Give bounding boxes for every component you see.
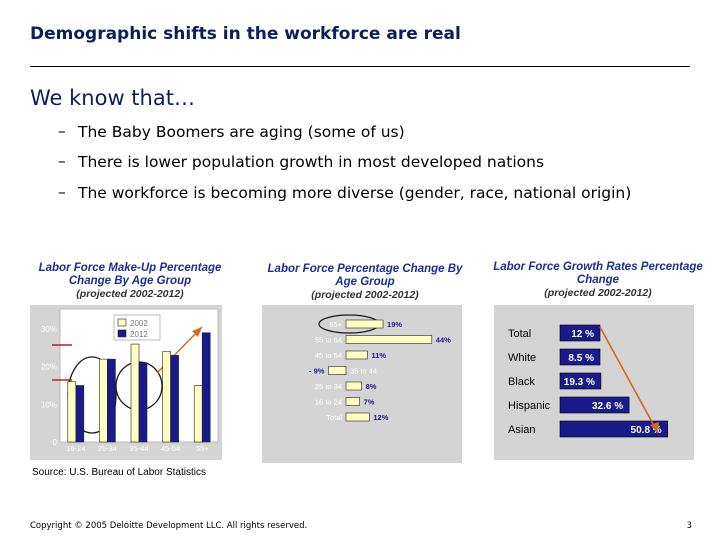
chart1-bar-2012	[138, 362, 148, 443]
chart1-bar-2012	[107, 358, 116, 443]
chart3-title-block: Labor Force Growth Rates Percentage Chan…	[492, 261, 704, 300]
bullet-dash: –	[58, 122, 66, 140]
chart2-title-block: Labor Force Percentage Change By Age Gro…	[260, 263, 470, 302]
bullet-text: The Baby Boomers are aging (some of us)	[78, 123, 405, 141]
chart3-value-label: 32.6 %	[592, 401, 623, 412]
chart3-value-label: 19.3 %	[564, 377, 595, 388]
chart2-bar	[345, 397, 360, 406]
chart1-bar-2002	[130, 343, 140, 443]
bullet-text: The workforce is becoming more diverse (…	[78, 184, 632, 202]
chart3-arrow-head	[650, 422, 659, 433]
bullet-text: There is lower population growth in most…	[78, 153, 545, 171]
chart3-bar	[559, 372, 602, 390]
chart3-category-label: White	[508, 352, 536, 364]
chart1-arrow-head	[192, 327, 202, 337]
chart2-value-label: 11%	[371, 351, 386, 360]
chart2-value-label: 12%	[373, 413, 388, 422]
chart2-category-label: 25 to 34	[315, 382, 342, 391]
page-number: 3	[686, 521, 692, 531]
chart1-ytick-label: 10%	[41, 400, 57, 409]
chart2-category-label: 45 to 54	[315, 351, 342, 360]
chart2-bar	[345, 412, 370, 422]
chart3-category-label: Hispanic	[508, 400, 551, 412]
chart1-xtick-label: 25-34	[98, 444, 117, 453]
chart2-category-label: 16 to 24	[315, 398, 342, 407]
bullet-dash: –	[58, 183, 66, 201]
chart3-subtitle: (projected 2002-2012)	[544, 287, 652, 299]
chart2-age-change: 65+ 19% 55 to 64 44% 45 to 54 11% - 9% 35 to 44…	[262, 305, 462, 463]
chart1-subtitle: (projected 2002-2012)	[76, 288, 184, 300]
source-note: Source: U.S. Bureau of Labor Statistics	[32, 467, 206, 478]
chart1-xtick-label: 16-24	[66, 444, 85, 453]
chart3-bar	[559, 348, 601, 366]
chart3-growth-rates: Total 12 % White 8.5 % Black 19.3 % Hispanic 32…	[494, 305, 694, 460]
chart2-value-label: 7%	[364, 398, 375, 407]
chart2-category-label: Total	[326, 413, 342, 422]
chart1-bar-2012	[170, 355, 179, 443]
copyright: Copyright © 2005 Deloitte Development LL…	[30, 521, 308, 531]
chart1-legend-label: 2002	[130, 319, 148, 328]
chart2-subtitle: (projected 2002-2012)	[311, 289, 419, 301]
chart1-ytick-label: 20%	[41, 363, 57, 372]
chart1-xtick-label: 55+	[196, 444, 209, 453]
chart1-ytick-label: 30%	[41, 325, 57, 334]
chart1-bar-2002	[99, 358, 108, 443]
chart3-value-label: 12 %	[571, 329, 594, 340]
slide-title: Demographic shifts in the workforce are …	[30, 24, 461, 44]
chart1-bar-2012	[75, 385, 85, 443]
chart2-value-label: 19%	[387, 320, 402, 329]
chart1-title-block: Labor Force Make-Up Percentage Change By…	[28, 262, 232, 301]
chart2-bar	[345, 350, 368, 360]
chart2-category-label: 35 to 44	[350, 367, 377, 376]
chart1-bar-2002	[67, 381, 77, 443]
chart2-panel	[262, 305, 462, 463]
chart3-title: Labor Force Growth Rates Percentage Chan…	[493, 261, 703, 286]
chart1-title: Labor Force Make-Up Percentage Change By…	[38, 262, 222, 287]
chart2-value-label: - 9%	[309, 367, 325, 376]
chart1-legend-label: 2012	[130, 330, 148, 339]
chart2-title: Labor Force Percentage Change By Age Gro…	[267, 263, 463, 288]
chart2-value-label: 8%	[366, 382, 377, 391]
chart1-age-makeup: 30% 20% 10% 0 16-24 25-34 35-44 45-54 55+ 2002 201…	[30, 305, 222, 460]
chart3-category-label: Asian	[508, 424, 536, 436]
chart1-xtick-label: 45-54	[161, 444, 180, 453]
chart3-bar	[559, 420, 668, 438]
bullet-dash: –	[58, 152, 66, 170]
chart3-value-label: 50.8 %	[631, 425, 662, 436]
chart3-value-label: 8.5 %	[568, 353, 594, 364]
chart2-bar	[345, 335, 433, 344]
chart1-bar-2002	[193, 385, 203, 443]
lead-text: We know that…	[30, 86, 195, 110]
chart1-bar-2012	[201, 332, 211, 443]
chart2-category-label: 55 to 64	[315, 336, 342, 345]
chart1-xtick-label: 35-44	[129, 444, 148, 453]
chart2-bar	[328, 366, 347, 375]
chart1-bar-2002	[162, 351, 171, 443]
chart1-legend-swatch	[117, 318, 127, 327]
chart2-value-label: 44%	[436, 336, 451, 345]
chart3-trend-arrow	[599, 326, 659, 434]
chart3-category-label: Black	[508, 376, 535, 388]
chart2-bar	[345, 381, 362, 391]
chart3-category-label: Total	[508, 328, 531, 340]
chart2-bar	[345, 319, 384, 329]
chart2-category-label: 65+	[329, 320, 342, 329]
chart3-bar	[559, 396, 630, 414]
chart3-bar	[559, 324, 601, 342]
title-divider	[30, 66, 690, 67]
chart1-legend-swatch	[117, 329, 127, 338]
chart1-ytick-label: 0	[53, 438, 58, 447]
